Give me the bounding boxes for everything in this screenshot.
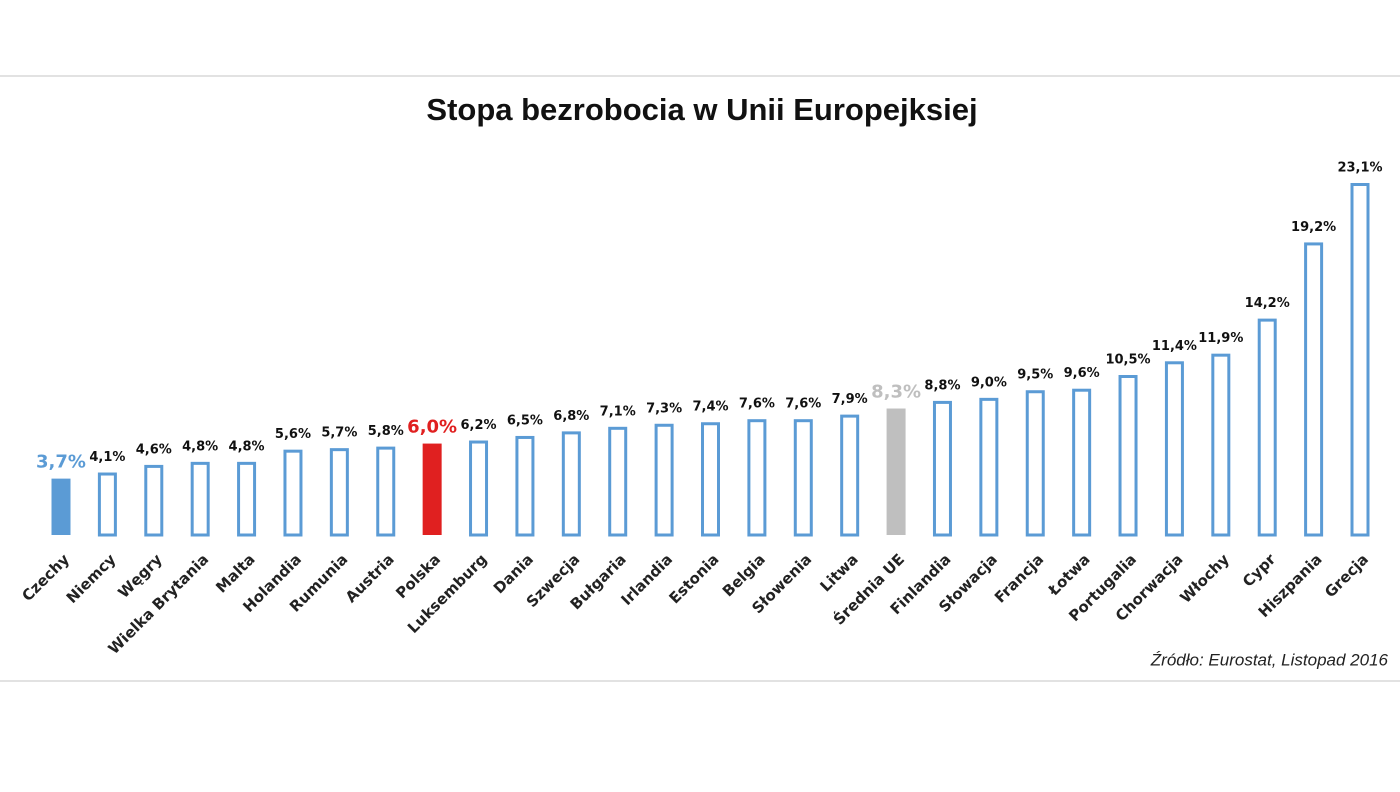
x-tick-label: Cypr: [1239, 550, 1280, 591]
value-label: 7,3%: [646, 401, 682, 416]
value-label: 6,8%: [553, 409, 589, 424]
bar: [608, 426, 628, 537]
source-note: Źródło: Eurostat, Listopad 2016: [1150, 650, 1389, 669]
value-label: 4,6%: [136, 442, 172, 457]
value-label: 9,6%: [1064, 366, 1100, 381]
x-tick-label: Włochy: [1176, 550, 1233, 607]
bar: [1118, 375, 1138, 537]
bar: [515, 435, 535, 537]
value-label: 5,7%: [321, 426, 357, 441]
bar: [1211, 353, 1231, 537]
bar: [376, 446, 396, 537]
value-label: 7,6%: [739, 397, 775, 412]
value-label: 6,5%: [507, 413, 543, 428]
bar: [469, 440, 489, 537]
value-label: 19,2%: [1291, 220, 1336, 235]
bar: [329, 448, 349, 537]
value-label: 8,3%: [871, 382, 921, 403]
value-label: 9,5%: [1017, 368, 1053, 383]
value-label: 7,1%: [600, 404, 636, 419]
bar: [979, 397, 999, 537]
value-label: 7,6%: [785, 397, 821, 412]
bar: [1257, 318, 1277, 537]
value-label: 8,8%: [924, 378, 960, 393]
bar: [1304, 242, 1324, 537]
value-label: 4,8%: [229, 439, 265, 454]
x-tick-label: Austria: [342, 550, 398, 606]
value-label: 5,6%: [275, 427, 311, 442]
value-label: 3,7%: [36, 452, 86, 473]
value-label: 6,0%: [407, 417, 457, 438]
bar: [793, 419, 813, 537]
bar: [886, 408, 906, 535]
bar: [190, 461, 210, 537]
bar: [561, 431, 581, 537]
bar: [654, 423, 674, 537]
value-label: 14,2%: [1245, 296, 1290, 311]
value-label: 23,1%: [1337, 161, 1382, 176]
bar: [1072, 388, 1092, 537]
x-tick-label: Luksemburg: [404, 550, 491, 637]
value-label: 11,4%: [1152, 339, 1197, 354]
x-tick-label: Irlandia: [617, 550, 676, 609]
bar: [144, 464, 164, 537]
value-label: 6,2%: [461, 418, 497, 433]
bar: [747, 419, 767, 537]
x-tick-label: Niemcy: [63, 550, 120, 607]
bar: [422, 443, 442, 535]
bar: [1164, 361, 1184, 537]
bar: [1350, 183, 1370, 537]
bar: [932, 400, 952, 537]
bar: [97, 472, 117, 537]
x-tick-label: Francja: [991, 550, 1047, 606]
x-tick-label: Grecja: [1321, 550, 1372, 601]
value-label: 9,0%: [971, 375, 1007, 390]
x-tick-label: Estonia: [666, 550, 723, 607]
bar: [840, 414, 860, 537]
x-tick-label: Litwa: [817, 550, 862, 595]
bar: [1025, 390, 1045, 537]
value-label: 11,9%: [1198, 331, 1243, 346]
chart-title: Stopa bezrobocia w Unii Europejksiej: [426, 92, 977, 127]
value-label: 4,8%: [182, 439, 218, 454]
value-label: 10,5%: [1105, 353, 1150, 368]
bar: [283, 449, 303, 537]
bar: [701, 422, 720, 537]
bar: [51, 478, 71, 535]
bar: [237, 461, 257, 537]
value-label: 4,1%: [89, 450, 125, 465]
value-label: 7,4%: [692, 400, 728, 415]
value-label: 5,8%: [368, 424, 404, 439]
value-label: 7,9%: [832, 392, 868, 407]
